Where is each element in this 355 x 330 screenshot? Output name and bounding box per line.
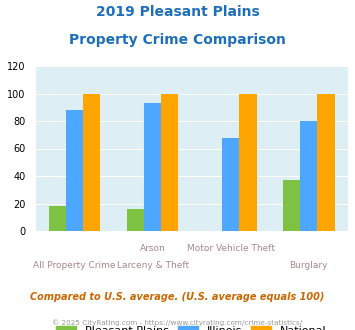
Text: Motor Vehicle Theft: Motor Vehicle Theft [187, 244, 275, 253]
Bar [161, 93, 179, 231]
Text: Larceny & Theft: Larceny & Theft [116, 261, 189, 270]
Bar [83, 93, 100, 231]
Text: © 2025 CityRating.com - https://www.cityrating.com/crime-statistics/: © 2025 CityRating.com - https://www.city… [53, 319, 302, 326]
Bar [283, 180, 300, 231]
Bar [144, 103, 161, 231]
Bar [66, 110, 83, 231]
Bar [222, 138, 239, 231]
Text: Arson: Arson [140, 244, 165, 253]
Text: Compared to U.S. average. (U.S. average equals 100): Compared to U.S. average. (U.S. average … [30, 292, 325, 302]
Legend: Pleasant Plains, Illinois, National: Pleasant Plains, Illinois, National [52, 321, 331, 330]
Bar [239, 93, 257, 231]
Text: Property Crime Comparison: Property Crime Comparison [69, 33, 286, 47]
Bar [300, 121, 317, 231]
Bar [127, 209, 144, 231]
Bar [49, 206, 66, 231]
Text: 2019 Pleasant Plains: 2019 Pleasant Plains [95, 5, 260, 19]
Bar [317, 93, 335, 231]
Text: All Property Crime: All Property Crime [33, 261, 116, 270]
Text: Burglary: Burglary [290, 261, 328, 270]
